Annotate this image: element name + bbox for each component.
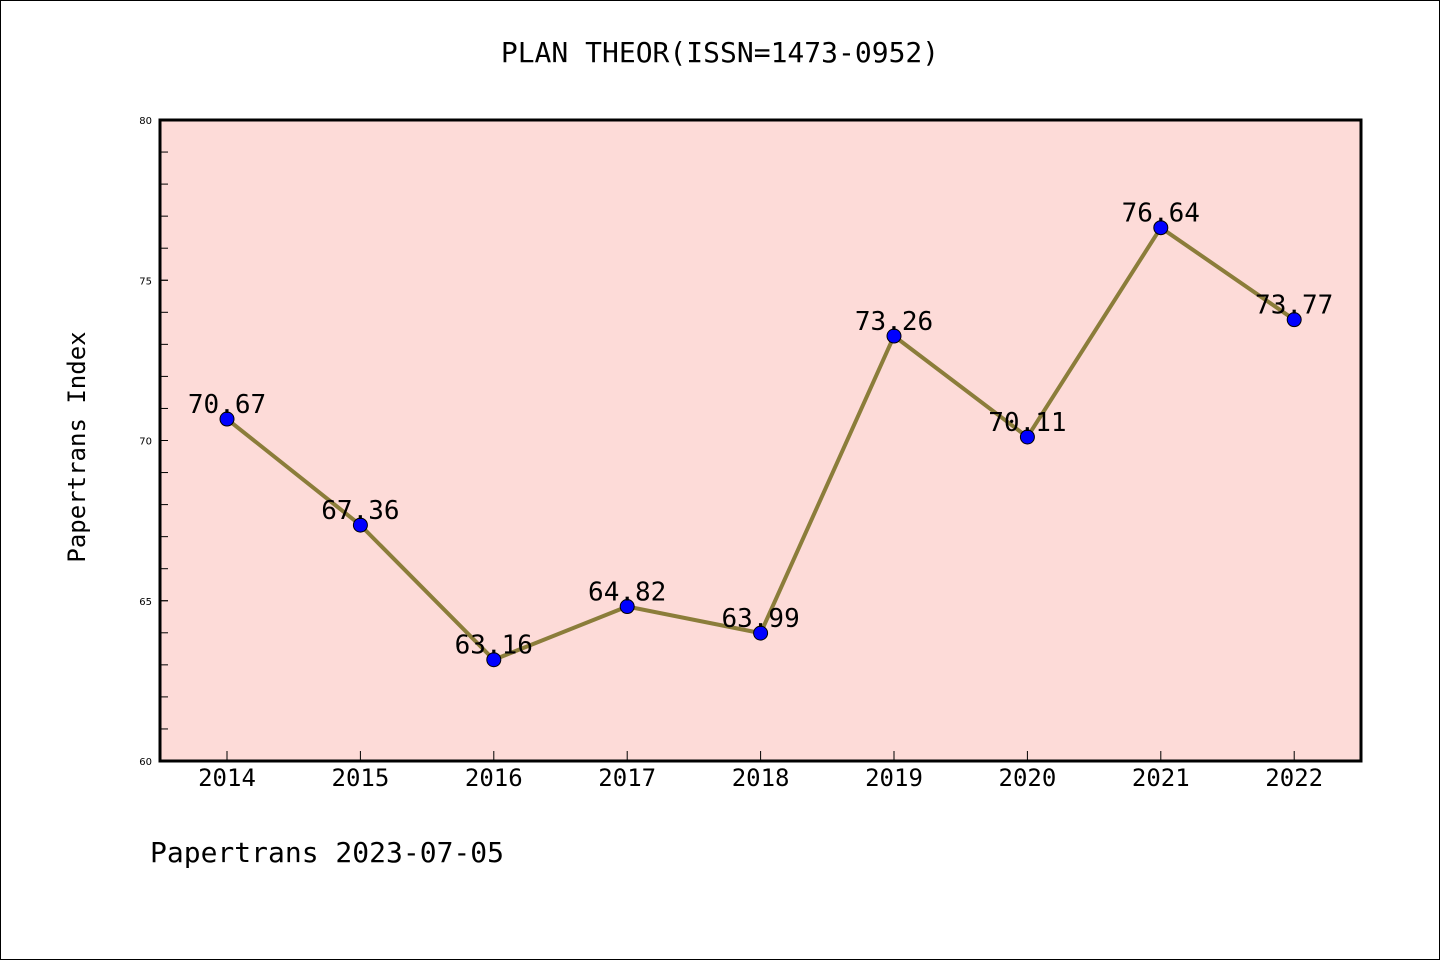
data-label: 67.36 [321,496,399,526]
data-point [352,517,368,533]
data-point [219,411,235,427]
data-point [886,328,902,344]
data-point [753,625,769,641]
y-tick-label: 75 [139,276,152,287]
y-tick-label: 70 [139,437,152,448]
x-tick-label: 2016 [465,764,523,792]
data-label: 63.16 [455,631,533,661]
data-label: 70.11 [988,408,1066,438]
x-tick-label: 2018 [732,764,790,792]
data-label: 73.77 [1255,291,1333,321]
y-axis-ticks: 60 65 70 75 80 [139,116,168,768]
data-point [486,652,502,668]
data-point [1153,220,1169,236]
data-label: 70.67 [188,390,266,420]
data-label: 64.82 [588,578,666,608]
y-tick-label: 60 [139,757,152,768]
x-tick-label: 2015 [332,764,390,792]
chart-title: PLAN THEOR(ISSN=1473-0952) [500,36,940,69]
x-axis-ticks: 2014 2015 2016 2017 2018 2019 2020 2021 2022 [198,751,1323,792]
data-point [1286,312,1302,328]
x-tick-label: 2017 [598,764,656,792]
x-tick-label: 2019 [865,764,923,792]
data-point [619,599,635,615]
data-point [1019,429,1035,445]
x-tick-label: 2022 [1265,764,1323,792]
data-label: 73.26 [855,307,933,337]
x-tick-label: 2021 [1132,764,1190,792]
data-labels: 70.67 67.36 63.16 64.82 63.99 73.26 70.11 76.64… [188,199,1333,661]
x-tick-label: 2020 [999,764,1057,792]
data-markers [219,220,1302,668]
y-tick-label: 65 [139,597,152,608]
data-label: 76.64 [1122,199,1200,229]
x-tick-label: 2014 [198,764,256,792]
data-label: 63.99 [721,604,799,634]
footer-text: Papertrans 2023-07-05 [150,836,505,869]
y-axis-label: Papertrans Index [63,331,91,562]
y-tick-label: 80 [139,116,152,127]
